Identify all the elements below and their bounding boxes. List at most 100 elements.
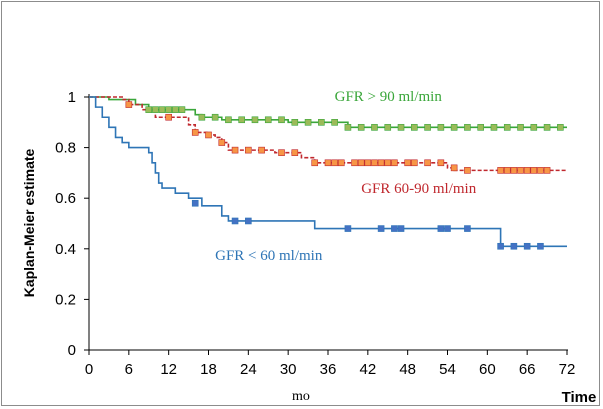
censor-marker-series-1	[291, 119, 299, 126]
censor-marker-series-2	[497, 167, 504, 174]
censor-marker-series-2	[503, 167, 511, 174]
censor-marker-series-2	[245, 146, 252, 154]
series-line-3	[89, 96, 567, 248]
censor-marker-series-1	[437, 124, 445, 131]
censor-marker-series-2	[523, 167, 531, 174]
series-annotation-3: GFR < 60 ml/min	[215, 248, 323, 264]
censor-marker-series-2	[291, 149, 299, 156]
censor-marker-series-2	[384, 159, 392, 167]
censor-marker-series-1	[517, 124, 524, 131]
censor-marker-series-3	[464, 225, 471, 232]
censor-marker-series-1	[304, 119, 312, 126]
censor-marker-series-2	[191, 129, 199, 136]
censor-marker-series-1	[251, 116, 259, 124]
censor-marker-series-2	[424, 159, 431, 167]
y-tick-label: 0	[68, 342, 76, 359]
censor-marker-series-2	[510, 167, 518, 174]
censor-marker-series-1	[172, 106, 179, 113]
censor-marker-series-2	[411, 159, 418, 167]
censor-marker-series-1	[464, 124, 471, 131]
censor-marker-series-1	[211, 113, 219, 121]
censor-marker-series-1	[450, 124, 458, 131]
x-tick-label: 6	[125, 361, 133, 378]
censor-marker-series-2	[331, 159, 338, 167]
censor-marker-series-2	[165, 113, 172, 121]
censor-marker-series-3	[344, 225, 352, 232]
series-layer	[89, 96, 567, 248]
y-tick-label: 0.4	[55, 241, 76, 258]
censor-marker-series-2	[337, 159, 345, 167]
series-line-1	[89, 96, 567, 129]
censor-marker-series-2	[351, 159, 358, 167]
censor-marker-series-1	[543, 124, 551, 131]
censor-marker-series-1	[318, 119, 325, 126]
censor-marker-series-1	[331, 119, 338, 126]
x-tick-label: 66	[519, 361, 536, 378]
censor-marker-series-1	[397, 124, 405, 131]
censor-marker-series-2	[324, 159, 332, 167]
series-annotation-2: GFR 60-90 ml/min	[361, 181, 477, 197]
censor-marker-series-2	[205, 131, 212, 139]
censor-marker-series-2	[517, 167, 524, 174]
censor-marker-series-2	[125, 101, 133, 108]
censor-marker-series-2	[437, 159, 445, 167]
axis-ticks: 0 6 12 18 24 30 36 42 48 54 60 66 72 0 0.2 0.4 0.6 0.8 1	[55, 89, 575, 378]
censor-marker-series-1	[557, 124, 564, 131]
censor-marker-series-2	[258, 146, 265, 154]
censor-marker-series-2	[543, 167, 551, 174]
censor-marker-series-2	[278, 149, 285, 156]
censor-marker-series-1	[477, 124, 484, 131]
x-tick-label: 48	[399, 361, 416, 378]
censor-marker-series-1	[424, 124, 431, 131]
censor-marker-series-3	[191, 199, 199, 207]
censor-markers	[125, 101, 564, 250]
x-tick-label: 72	[559, 361, 576, 378]
x-tick-label: 36	[320, 361, 337, 378]
chart-axes	[88, 94, 568, 351]
censor-marker-series-2	[357, 159, 365, 167]
censor-marker-series-3	[537, 242, 544, 250]
censor-marker-series-1	[357, 124, 365, 131]
y-tick-label: 0.6	[55, 190, 76, 207]
censor-marker-series-2	[377, 159, 385, 167]
censor-marker-series-1	[530, 124, 538, 131]
censor-marker-series-2	[218, 139, 226, 146]
censor-marker-series-3	[231, 217, 239, 225]
censor-marker-series-3	[397, 225, 405, 232]
censor-marker-series-3	[497, 242, 504, 250]
censor-marker-series-2	[464, 167, 471, 174]
censor-marker-series-1	[152, 106, 159, 113]
censor-marker-series-1	[278, 116, 285, 124]
y-tick-label: 0.8	[55, 140, 76, 157]
censor-marker-series-2	[450, 164, 458, 172]
censor-marker-series-1	[264, 116, 272, 124]
censor-marker-series-1	[238, 116, 245, 124]
x-tick-label: 30	[280, 361, 297, 378]
x-tick-label: 12	[160, 361, 177, 378]
censor-marker-series-2	[404, 159, 411, 167]
censor-marker-series-3	[444, 225, 451, 232]
x-tick-label: 54	[439, 361, 456, 378]
series-annotation-1: GFR > 90 ml/min	[335, 89, 443, 105]
censor-marker-series-3	[523, 242, 531, 250]
censor-marker-series-1	[384, 124, 392, 131]
x-tick-label: 18	[200, 361, 217, 378]
censor-marker-series-3	[510, 242, 518, 250]
censor-marker-series-1	[490, 124, 498, 131]
x-tick-label: 0	[85, 361, 93, 378]
censor-marker-series-2	[311, 159, 319, 167]
censor-marker-series-1	[165, 106, 172, 113]
censor-marker-series-2	[530, 167, 538, 174]
censor-marker-series-1	[225, 116, 232, 124]
censor-marker-series-2	[391, 159, 398, 167]
censor-marker-series-3	[377, 225, 385, 232]
x-tick-label: 60	[479, 361, 496, 378]
censor-marker-series-1	[344, 124, 352, 131]
censor-marker-series-2	[371, 159, 378, 167]
censor-marker-series-1	[158, 106, 166, 113]
censor-marker-series-1	[411, 124, 418, 131]
censor-marker-series-1	[178, 106, 186, 113]
series-annotations: GFR > 90 ml/min GFR 60-90 ml/min GFR < 60 …	[215, 89, 477, 264]
